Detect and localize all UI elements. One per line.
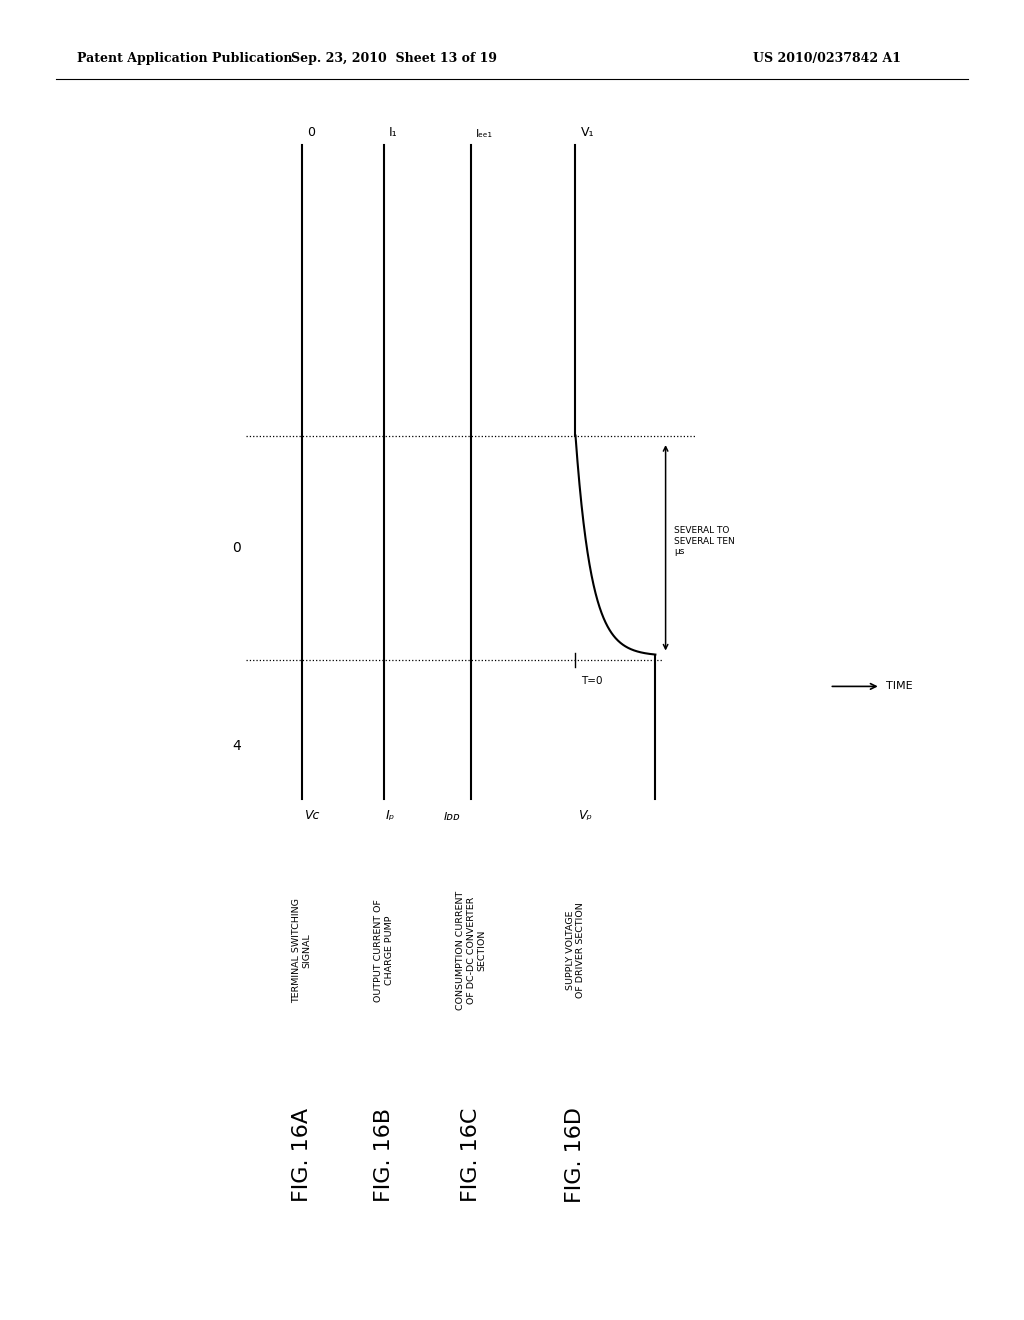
Text: SEVERAL TO
SEVERAL TEN
μs: SEVERAL TO SEVERAL TEN μs [674, 527, 734, 556]
Text: Iᴅᴅ: Iᴅᴅ [444, 812, 461, 822]
Text: 4: 4 [231, 739, 241, 752]
Text: Patent Application Publication: Patent Application Publication [77, 51, 292, 65]
Text: TERMINAL SWITCHING
SIGNAL: TERMINAL SWITCHING SIGNAL [293, 898, 311, 1003]
Text: US 2010/0237842 A1: US 2010/0237842 A1 [753, 51, 901, 65]
Text: FIG. 16B: FIG. 16B [374, 1107, 394, 1203]
Text: FIG. 16A: FIG. 16A [292, 1107, 312, 1203]
Text: 0: 0 [307, 125, 315, 139]
Text: T=0: T=0 [581, 676, 602, 686]
Text: FIG. 16D: FIG. 16D [565, 1107, 586, 1203]
Text: Vₚ: Vₚ [578, 809, 592, 822]
Text: 0: 0 [231, 541, 241, 554]
Text: I₁: I₁ [389, 125, 397, 139]
Text: OUTPUT CURRENT OF
CHARGE PUMP: OUTPUT CURRENT OF CHARGE PUMP [375, 899, 393, 1002]
Text: FIG. 16C: FIG. 16C [461, 1107, 481, 1203]
Text: CONSUMPTION CURRENT
OF DC-DC CONVERTER
SECTION: CONSUMPTION CURRENT OF DC-DC CONVERTER S… [456, 891, 486, 1010]
Text: Sep. 23, 2010  Sheet 13 of 19: Sep. 23, 2010 Sheet 13 of 19 [291, 51, 498, 65]
Text: TIME: TIME [886, 681, 912, 692]
Text: Iₚ: Iₚ [386, 809, 395, 822]
Text: V₁: V₁ [581, 125, 594, 139]
Text: SUPPLY VOLTAGE
OF DRIVER SECTION: SUPPLY VOLTAGE OF DRIVER SECTION [566, 903, 585, 998]
Text: Iₑₑ₁: Iₑₑ₁ [476, 128, 494, 139]
Text: Vᴄ: Vᴄ [304, 809, 319, 822]
